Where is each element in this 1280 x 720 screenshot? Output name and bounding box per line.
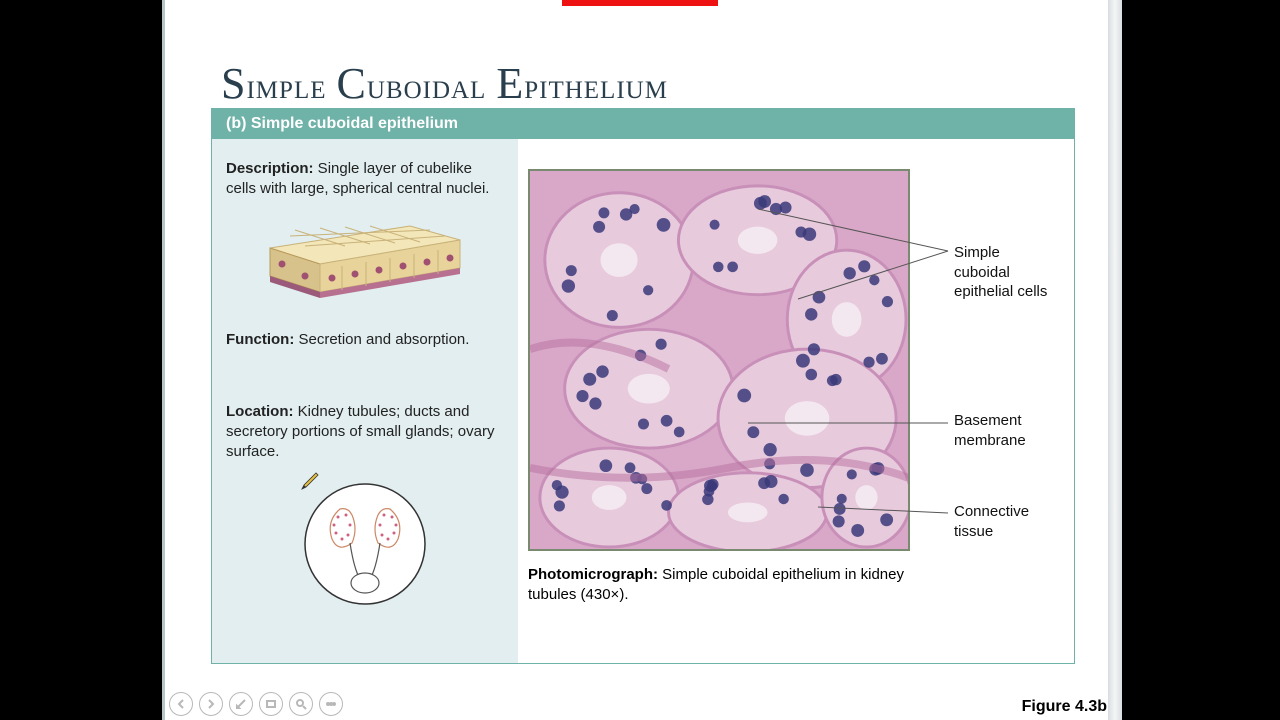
- slide-frame: Simple Cuboidal Epithelium (b) Simple cu…: [162, 0, 1118, 720]
- photomicrograph: [528, 169, 910, 551]
- callout-basement-membrane: Basement membrane: [954, 411, 1064, 450]
- panel-header: (b) Simple cuboidal epithelium: [212, 109, 1074, 139]
- figure-number: Figure 4.3b: [1022, 698, 1107, 716]
- content-panel: (b) Simple cuboidal epithelium Descripti…: [211, 108, 1075, 664]
- right-rail: [1108, 0, 1122, 720]
- callout-connective-tissue: Connective tissue: [954, 502, 1064, 541]
- location-label: Location:: [226, 403, 294, 420]
- description-block: Description: Single layer of cubelike ce…: [226, 159, 504, 200]
- function-block: Function: Secretion and absorption.: [226, 330, 504, 350]
- more-button[interactable]: [319, 692, 343, 716]
- callout-epithelial-cells: Simple cuboidal epithelial cells: [954, 243, 1054, 302]
- zoom-button[interactable]: [289, 692, 313, 716]
- right-column: Simple cuboidal epithelial cells Basemen…: [518, 139, 1074, 663]
- function-text: Secretion and absorption.: [294, 331, 469, 348]
- location-illustration: [302, 481, 428, 607]
- pencil-cursor-icon: [300, 471, 320, 491]
- location-block: Location: Kidney tubules; ducts and secr…: [226, 402, 504, 463]
- accent-bar: [562, 0, 718, 6]
- slide-title: Simple Cuboidal Epithelium: [221, 58, 668, 109]
- left-column: Description: Single layer of cubelike ce…: [212, 139, 518, 663]
- presenter-toolbar: [169, 692, 343, 716]
- pen-button[interactable]: [229, 692, 253, 716]
- description-label: Description:: [226, 160, 314, 177]
- present-button[interactable]: [259, 692, 283, 716]
- back-button[interactable]: [169, 692, 193, 716]
- photomicrograph-caption: Photomicrograph: Simple cuboidal epithel…: [528, 565, 928, 606]
- photomicrograph-label: Photomicrograph:: [528, 566, 658, 583]
- tissue-illustration: [260, 218, 470, 304]
- panel-body: Description: Single layer of cubelike ce…: [212, 139, 1074, 663]
- function-label: Function:: [226, 331, 294, 348]
- next-button[interactable]: [199, 692, 223, 716]
